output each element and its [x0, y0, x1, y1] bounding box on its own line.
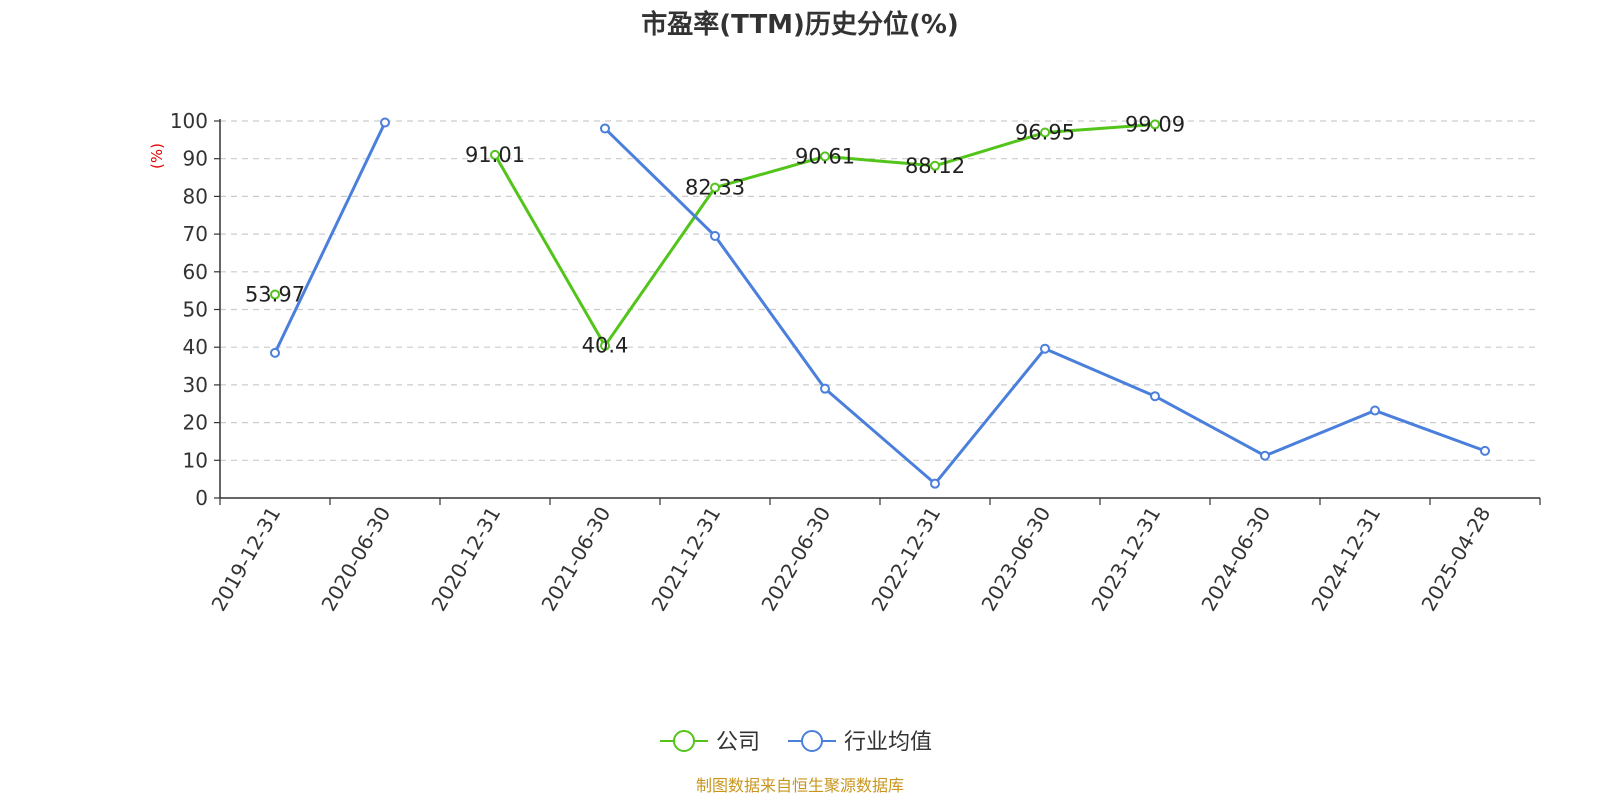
x-tick-label: 2021-12-31 [646, 503, 725, 616]
series-industry-average [270, 117, 1490, 489]
data-point [1370, 405, 1380, 416]
data-label: 88.12 [905, 154, 965, 178]
data-label: 40.4 [582, 334, 629, 358]
chart-title: 市盈率(TTM)历史分位(%) [641, 9, 959, 40]
axes: 0 10 20 30 40 50 60 70 80 90 100 2019-12-31 2020-06-… [170, 109, 1541, 616]
series [270, 117, 1490, 489]
x-tick-label: 2019-12-31 [206, 503, 285, 616]
x-tick-label: 2024-06-30 [1196, 503, 1275, 616]
grid [220, 120, 1540, 461]
y-tick-label: 30 [183, 373, 208, 397]
y-tick-label: 10 [183, 448, 208, 472]
legend: 公司 行业均值 [660, 730, 932, 755]
x-tick-label: 2021-06-30 [536, 503, 615, 616]
x-tick-label: 2023-12-31 [1086, 503, 1165, 616]
legend-marker-icon [673, 730, 695, 752]
y-tick-label: 0 [195, 486, 208, 510]
data-point [820, 383, 830, 394]
x-tick-label: 2020-12-31 [426, 503, 505, 616]
x-tick-label: 2022-06-30 [756, 503, 835, 616]
y-tick-label: 100 [170, 109, 208, 133]
y-tick-label: 20 [183, 411, 208, 435]
data-point [270, 289, 280, 300]
y-tick-label: 70 [183, 222, 208, 246]
data-point [820, 151, 830, 162]
series-company [270, 119, 1160, 351]
data-label: 91.01 [465, 143, 525, 167]
data-point [600, 123, 610, 134]
series-line [273, 121, 387, 354]
data-point [1150, 391, 1160, 402]
data-label: 53.97 [245, 283, 305, 307]
data-labels: 53.97 91.01 40.4 82.33 90.61 88.12 96.95 99.09 [245, 112, 1185, 357]
x-tick-label: 2022-12-31 [866, 503, 945, 616]
y-axis-label: (%) [148, 143, 166, 169]
data-label: 99.09 [1125, 112, 1185, 136]
y-tick-label: 90 [183, 147, 208, 171]
data-label: 96.95 [1015, 120, 1075, 144]
x-tick-label: 2025-04-28 [1416, 503, 1495, 616]
data-point [1480, 445, 1490, 456]
legend-item-industry-average[interactable]: 行业均值 [788, 730, 932, 755]
y-tick-label: 50 [183, 298, 208, 322]
y-tick-label: 80 [183, 184, 208, 208]
data-point [930, 160, 940, 171]
data-point [490, 149, 500, 160]
data-point [600, 340, 610, 351]
data-point [380, 117, 390, 128]
legend-label: 行业均值 [844, 730, 932, 755]
y-tick-label: 40 [183, 335, 208, 359]
data-point [710, 230, 720, 241]
data-label: 90.61 [795, 144, 855, 168]
data-point [1150, 119, 1160, 130]
legend-label: 公司 [716, 730, 760, 755]
data-label: 82.33 [685, 176, 745, 200]
data-point [1040, 127, 1050, 138]
x-tick-label: 2020-06-30 [316, 503, 395, 616]
x-tick-label: 2023-06-30 [976, 503, 1055, 616]
legend-item-company[interactable]: 公司 [660, 730, 760, 755]
data-point [710, 182, 720, 193]
legend-marker-icon [801, 730, 823, 752]
x-tick-label: 2024-12-31 [1306, 503, 1385, 616]
data-point [270, 347, 280, 358]
data-point [1040, 343, 1050, 354]
data-point [1260, 450, 1270, 461]
y-tick-label: 60 [183, 260, 208, 284]
source-note: 制图数据来自恒生聚源数据库 [696, 776, 904, 795]
data-point [930, 478, 940, 489]
